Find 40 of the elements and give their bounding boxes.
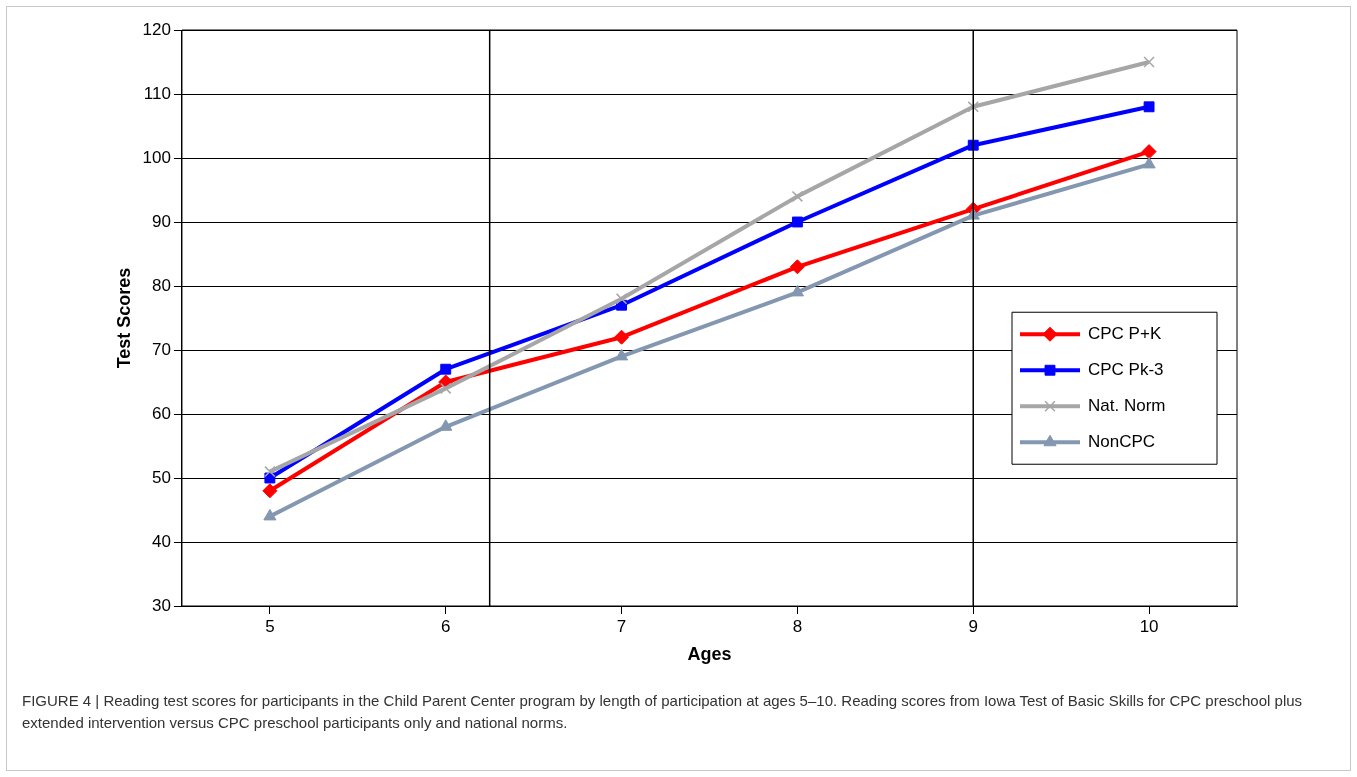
y-tick-label: 110 — [143, 83, 171, 103]
caption: FIGURE 4 | Reading test scores for participants in the Child Parent Center program by length of participation at ages 5–10. Reading scores from Iowa Test of Basic Skills for CPC preschool plus extended intervention versus CPC preschool participants only and national norms. — [22, 691, 1304, 733]
point — [1143, 101, 1155, 113]
point — [1143, 56, 1155, 68]
point — [262, 483, 278, 499]
y-tick-label: 90 — [152, 211, 171, 231]
point — [791, 216, 803, 228]
point — [263, 508, 277, 521]
point — [614, 329, 630, 345]
y-tick-label: 40 — [152, 531, 171, 551]
point — [967, 101, 979, 113]
point — [789, 259, 805, 275]
y-tick-label: 30 — [152, 595, 171, 615]
legend-label: NonCPC — [1088, 431, 1156, 451]
point — [615, 348, 629, 361]
x-tick-label: 8 — [792, 616, 803, 636]
x-tick-label: 7 — [616, 616, 627, 636]
point — [1141, 144, 1157, 160]
y-axis-title: Test Scores — [113, 267, 134, 369]
point — [615, 293, 628, 305]
point — [440, 363, 452, 375]
point — [264, 465, 276, 478]
y-tick-label: 60 — [152, 403, 171, 423]
x-tick-label: 5 — [265, 616, 275, 636]
legend-label: CPC Pk-3 — [1088, 359, 1164, 379]
x-tick-label: 6 — [440, 616, 451, 636]
legend-label: CPC P+K — [1088, 323, 1162, 343]
point — [1142, 156, 1156, 169]
x-tick-label: 10 — [1139, 616, 1159, 636]
y-tick-label: 70 — [152, 339, 171, 359]
point — [440, 382, 452, 395]
x-axis-title: Ages — [687, 644, 732, 665]
point — [439, 419, 453, 431]
y-tick-label: 120 — [142, 19, 171, 39]
y-tick-label: 80 — [152, 275, 171, 295]
x-tick-label: 9 — [968, 616, 978, 636]
point — [790, 284, 804, 297]
y-tick-label: 50 — [152, 467, 171, 487]
y-tick-label: 100 — [142, 147, 171, 167]
legend-label: Nat. Norm — [1088, 395, 1166, 415]
